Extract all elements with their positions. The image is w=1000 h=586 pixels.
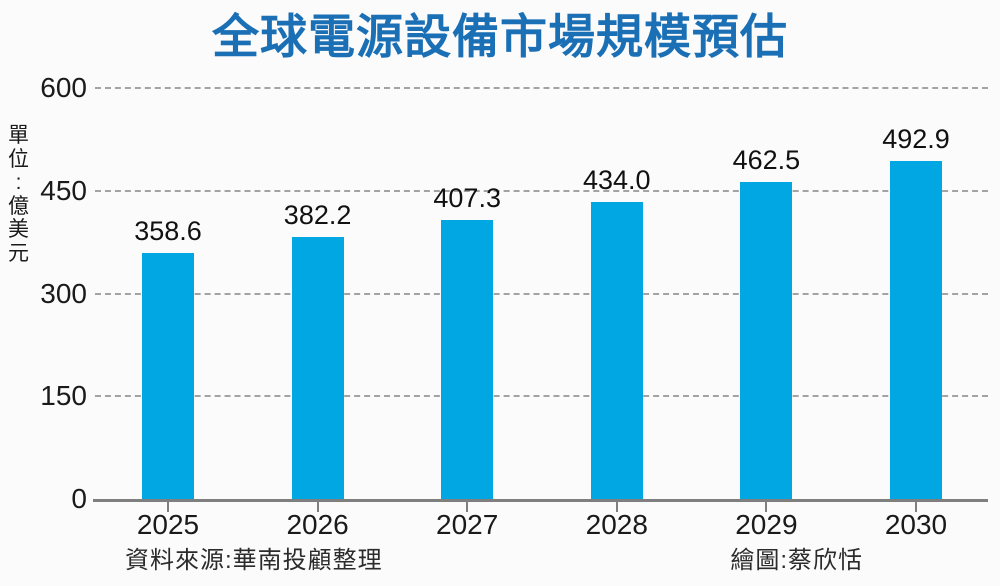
bar-value-label: 382.2: [283, 200, 352, 231]
gridline-y300: [95, 292, 988, 295]
source-note: 資料來源:華南投顧整理: [125, 547, 383, 574]
x-axis-tick-label: 2025: [136, 509, 200, 540]
y-axis-tick-label: 450: [40, 174, 87, 206]
x-axis-tick-label: 2030: [884, 509, 948, 540]
bar-2025: [142, 253, 194, 499]
gridline-y600: [95, 87, 988, 89]
y-axis-unit-char: 元: [8, 241, 29, 265]
y-axis-unit-char: 位: [8, 147, 29, 171]
x-axis-tick-label: 2026: [286, 509, 349, 540]
y-axis-tick-label: 300: [40, 277, 87, 309]
bar-value-label: 407.3: [433, 182, 501, 213]
y-axis-unit-char: 單: [8, 124, 29, 147]
y-axis-unit-label: 單位:億美元: [8, 124, 29, 265]
x-axis-tick-label: 2028: [585, 509, 648, 540]
bar-2026: [291, 237, 344, 499]
y-axis-unit-char: :: [15, 171, 22, 194]
y-axis-unit-char: 億: [8, 194, 29, 218]
y-axis-unit-char: 美: [8, 218, 29, 241]
x-axis-tick-mark: [316, 502, 319, 512]
x-axis-tick-mark: [915, 502, 917, 512]
x-axis-tick-mark: [167, 502, 169, 512]
x-axis-tick-mark: [466, 502, 469, 512]
x-axis-line: [93, 499, 988, 502]
gridline-y450: [95, 189, 988, 192]
x-axis-tick-label: 2029: [735, 509, 798, 540]
bar-2029: [740, 182, 793, 499]
y-axis-tick-label: 600: [40, 72, 87, 103]
illustrator-credit: 繪圖:蔡欣恬: [730, 547, 863, 574]
x-axis-tick-label: 2027: [436, 509, 499, 540]
gridline-y150: [95, 395, 988, 398]
y-axis-tick-label: 0: [71, 483, 87, 514]
x-axis-tick-mark: [615, 502, 618, 512]
bar-value-label: 434.0: [583, 164, 651, 195]
bar-2030: [890, 161, 942, 499]
y-axis-tick-label: 150: [40, 380, 87, 412]
bar-2027: [441, 219, 494, 499]
bar-2028: [590, 201, 643, 499]
bar-value-label: 492.9: [882, 124, 950, 155]
bar-value-label: 462.5: [732, 145, 801, 176]
bar-value-label: 358.6: [134, 216, 202, 247]
chart-title: 全球電源設備市場規模預估: [212, 10, 788, 63]
x-axis-tick-mark: [765, 502, 768, 512]
